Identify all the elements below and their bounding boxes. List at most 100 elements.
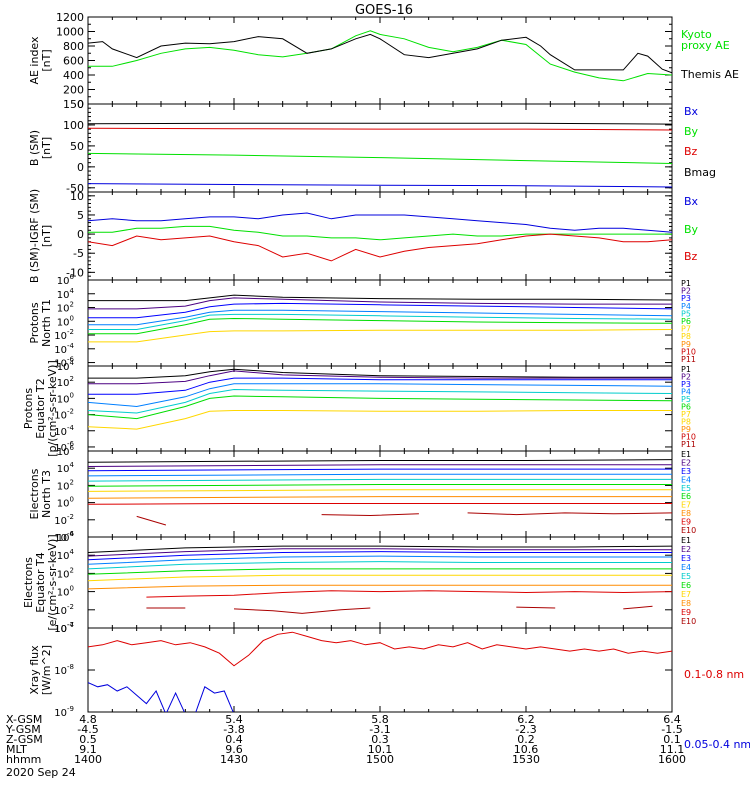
y-axis-label: North T1 (40, 299, 53, 347)
ephemeris-value: 0.1 (663, 733, 681, 746)
x-axis: X-GSM 4.8 5.4 5.8 6.2 6.4 Y-GSM -4.5 -3.8 -3.1 -2.… (5, 713, 686, 766)
y-tick-base: 10 (57, 378, 70, 389)
legend-entry: E6 (681, 581, 691, 590)
legend-entry: E9 (681, 608, 691, 617)
series-line-e10 (136, 515, 167, 526)
legend-entry: E3 (681, 554, 691, 563)
y-tick-base: 10 (54, 359, 67, 370)
panel-frame (87, 191, 673, 281)
legend-entry: proxy AE (681, 39, 730, 52)
plot-date: 2020 Sep 24 (6, 766, 76, 779)
y-axis-label: [p/(cm²-s-sr-keV)] (46, 360, 59, 457)
series-line-p2 (88, 370, 672, 385)
series-line-p6 (88, 395, 672, 420)
legend-entry: E9 (681, 518, 691, 527)
ephemeris-value: -2.3 (515, 723, 536, 736)
y-tick-exponent: 6 (70, 273, 75, 281)
legend-entry: P4 (681, 302, 691, 311)
y-tick-label: 10-8 (54, 663, 74, 677)
y-tick-label: 50 (70, 140, 84, 153)
ephemeris-value: 0.4 (225, 733, 243, 746)
legend-entry: E7 (681, 501, 691, 510)
y-tick-base: 10 (57, 588, 70, 599)
y-tick-label: 10-2 (54, 328, 74, 342)
series-line-bx (88, 183, 672, 188)
ephemeris-value: -1.5 (661, 723, 682, 736)
series-line-e9 (88, 503, 672, 505)
series-line-p1 (88, 294, 672, 302)
series-line-p5 (88, 313, 672, 330)
legend-entry: P1 (681, 365, 691, 374)
legend-entry: Bx (684, 105, 699, 118)
y-axis-label: Protons (22, 388, 35, 429)
y-tick-base: 10 (57, 276, 70, 287)
y-tick-label: -10 (66, 266, 84, 279)
y-tick-exponent: -2 (67, 328, 74, 336)
legend-entry: E5 (681, 484, 691, 493)
series-line-e8 (88, 584, 672, 590)
series-line-p4 (88, 309, 672, 326)
series-line-bz (88, 127, 672, 131)
panel-frame (87, 16, 673, 105)
legend-entry: E1 (681, 450, 691, 459)
ephemeris-value: 5.8 (371, 713, 389, 726)
legend-entry: Bz (684, 250, 698, 263)
y-tick-label: 10-2 (54, 603, 74, 617)
ephemeris-value: 1530 (512, 753, 540, 766)
y-tick-label: 100 (57, 314, 74, 328)
legend-entry: P11 (681, 355, 696, 364)
series-line-e8 (88, 496, 672, 499)
y-tick-base: 10 (57, 551, 70, 562)
y-tick-label: 10-2 (54, 513, 74, 527)
y-tick-base: 10 (57, 290, 70, 301)
y-tick-exponent: 0 (70, 585, 74, 593)
y-tick-label: 102 (57, 375, 74, 389)
y-tick-exponent: -9 (67, 705, 74, 713)
y-tick-label: 106 (57, 273, 75, 287)
series-line-e10 (467, 512, 672, 516)
legend-entry: P7 (681, 410, 691, 419)
y-tick-exponent: -4 (67, 621, 75, 629)
series-line-0-1-0-8-nm (88, 631, 672, 667)
y-axis-label: Electrons (28, 468, 41, 519)
y-tick-base: 10 (57, 394, 70, 405)
y-tick-label: 104 (57, 359, 75, 373)
ephemeris-value: 10.6 (514, 743, 539, 756)
panel-frame (87, 536, 673, 629)
y-tick-label: 0 (77, 161, 84, 174)
series-line-e6 (88, 568, 672, 575)
y-tick-label: 106 (57, 444, 75, 458)
y-tick-exponent: 2 (70, 566, 74, 574)
ephemeris-label: Z-GSM (6, 733, 43, 746)
ephemeris-value: 1500 (366, 753, 394, 766)
series-line-kyoto-proxy-ae (88, 30, 672, 82)
y-tick-exponent: -2 (67, 513, 74, 521)
y-tick-base: 10 (57, 499, 70, 510)
y-tick-label: 10-7 (54, 621, 74, 635)
y-axis-label: [e/(cm²-s-sr-keV)] (46, 534, 59, 630)
legend-entry: P5 (681, 395, 691, 404)
ephemeris-label: MLT (6, 743, 27, 756)
y-tick-exponent: 4 (70, 461, 75, 469)
panel-frame (87, 450, 673, 538)
ephemeris-value: 6.2 (517, 713, 535, 726)
y-tick-base: 10 (54, 708, 67, 719)
ephemeris-value: 0.2 (517, 733, 535, 746)
plot-title: GOES-16 (355, 3, 413, 18)
series-line-e7 (88, 489, 672, 492)
y-axis-label: Equator T2 (34, 378, 47, 438)
panel-3: -10 -5 0 5 10 B (SM)-IGRF (SM) [nT] Bx By Bz (28, 189, 699, 283)
series-line-e4 (88, 473, 672, 477)
legend-entry: E2 (681, 545, 691, 554)
ephemeris-value: -4.5 (77, 723, 98, 736)
series-line-e10 (516, 606, 556, 609)
y-tick-label: 10-4 (54, 621, 74, 635)
y-tick-base: 10 (57, 481, 70, 492)
legend-entry: P7 (681, 325, 691, 334)
y-tick-exponent: 0 (70, 314, 74, 322)
legend-entry: E3 (681, 467, 691, 476)
legend-entry: E4 (681, 475, 691, 484)
